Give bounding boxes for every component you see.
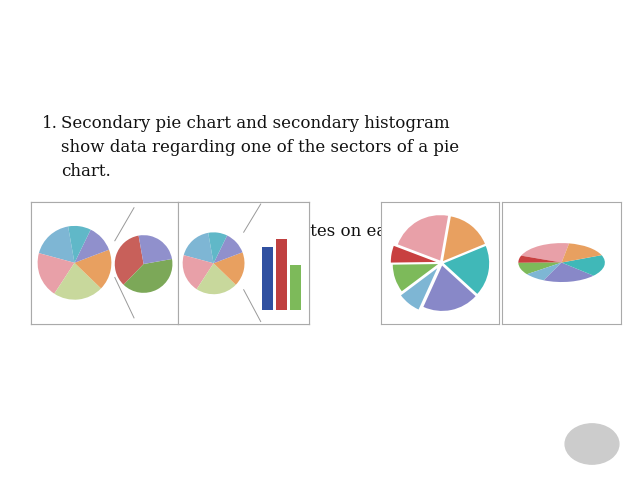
Wedge shape	[74, 250, 111, 288]
Wedge shape	[182, 255, 214, 289]
Text: 2.: 2.	[42, 223, 58, 240]
Wedge shape	[398, 215, 448, 261]
Wedge shape	[443, 216, 485, 261]
Wedge shape	[214, 252, 244, 285]
Wedge shape	[444, 246, 489, 294]
Wedge shape	[214, 236, 243, 264]
Wedge shape	[196, 264, 236, 294]
Wedge shape	[401, 268, 437, 310]
Bar	[262, 248, 273, 310]
Bar	[276, 239, 287, 310]
Wedge shape	[139, 235, 172, 264]
Text: 1.: 1.	[42, 115, 58, 132]
Wedge shape	[562, 255, 605, 276]
Wedge shape	[208, 232, 227, 264]
Wedge shape	[68, 226, 91, 263]
Text: Secondary pie chart and secondary histogram
show data regarding one of the secto: Secondary pie chart and secondary histog…	[61, 115, 459, 180]
Text: Exploded pie chart concentrates on each value: Exploded pie chart concentrates on each …	[61, 223, 456, 240]
Wedge shape	[562, 243, 602, 263]
Wedge shape	[527, 263, 562, 280]
Wedge shape	[518, 256, 562, 263]
Wedge shape	[74, 229, 109, 263]
Wedge shape	[54, 263, 101, 300]
Wedge shape	[39, 227, 74, 263]
Wedge shape	[391, 246, 436, 263]
Wedge shape	[124, 259, 172, 293]
Wedge shape	[115, 236, 143, 285]
Wedge shape	[518, 263, 562, 274]
Wedge shape	[393, 264, 438, 291]
Wedge shape	[38, 253, 74, 294]
Wedge shape	[544, 263, 593, 282]
Circle shape	[565, 424, 619, 464]
Wedge shape	[521, 243, 569, 263]
Wedge shape	[424, 265, 476, 311]
Bar	[291, 265, 301, 310]
Wedge shape	[184, 233, 214, 264]
